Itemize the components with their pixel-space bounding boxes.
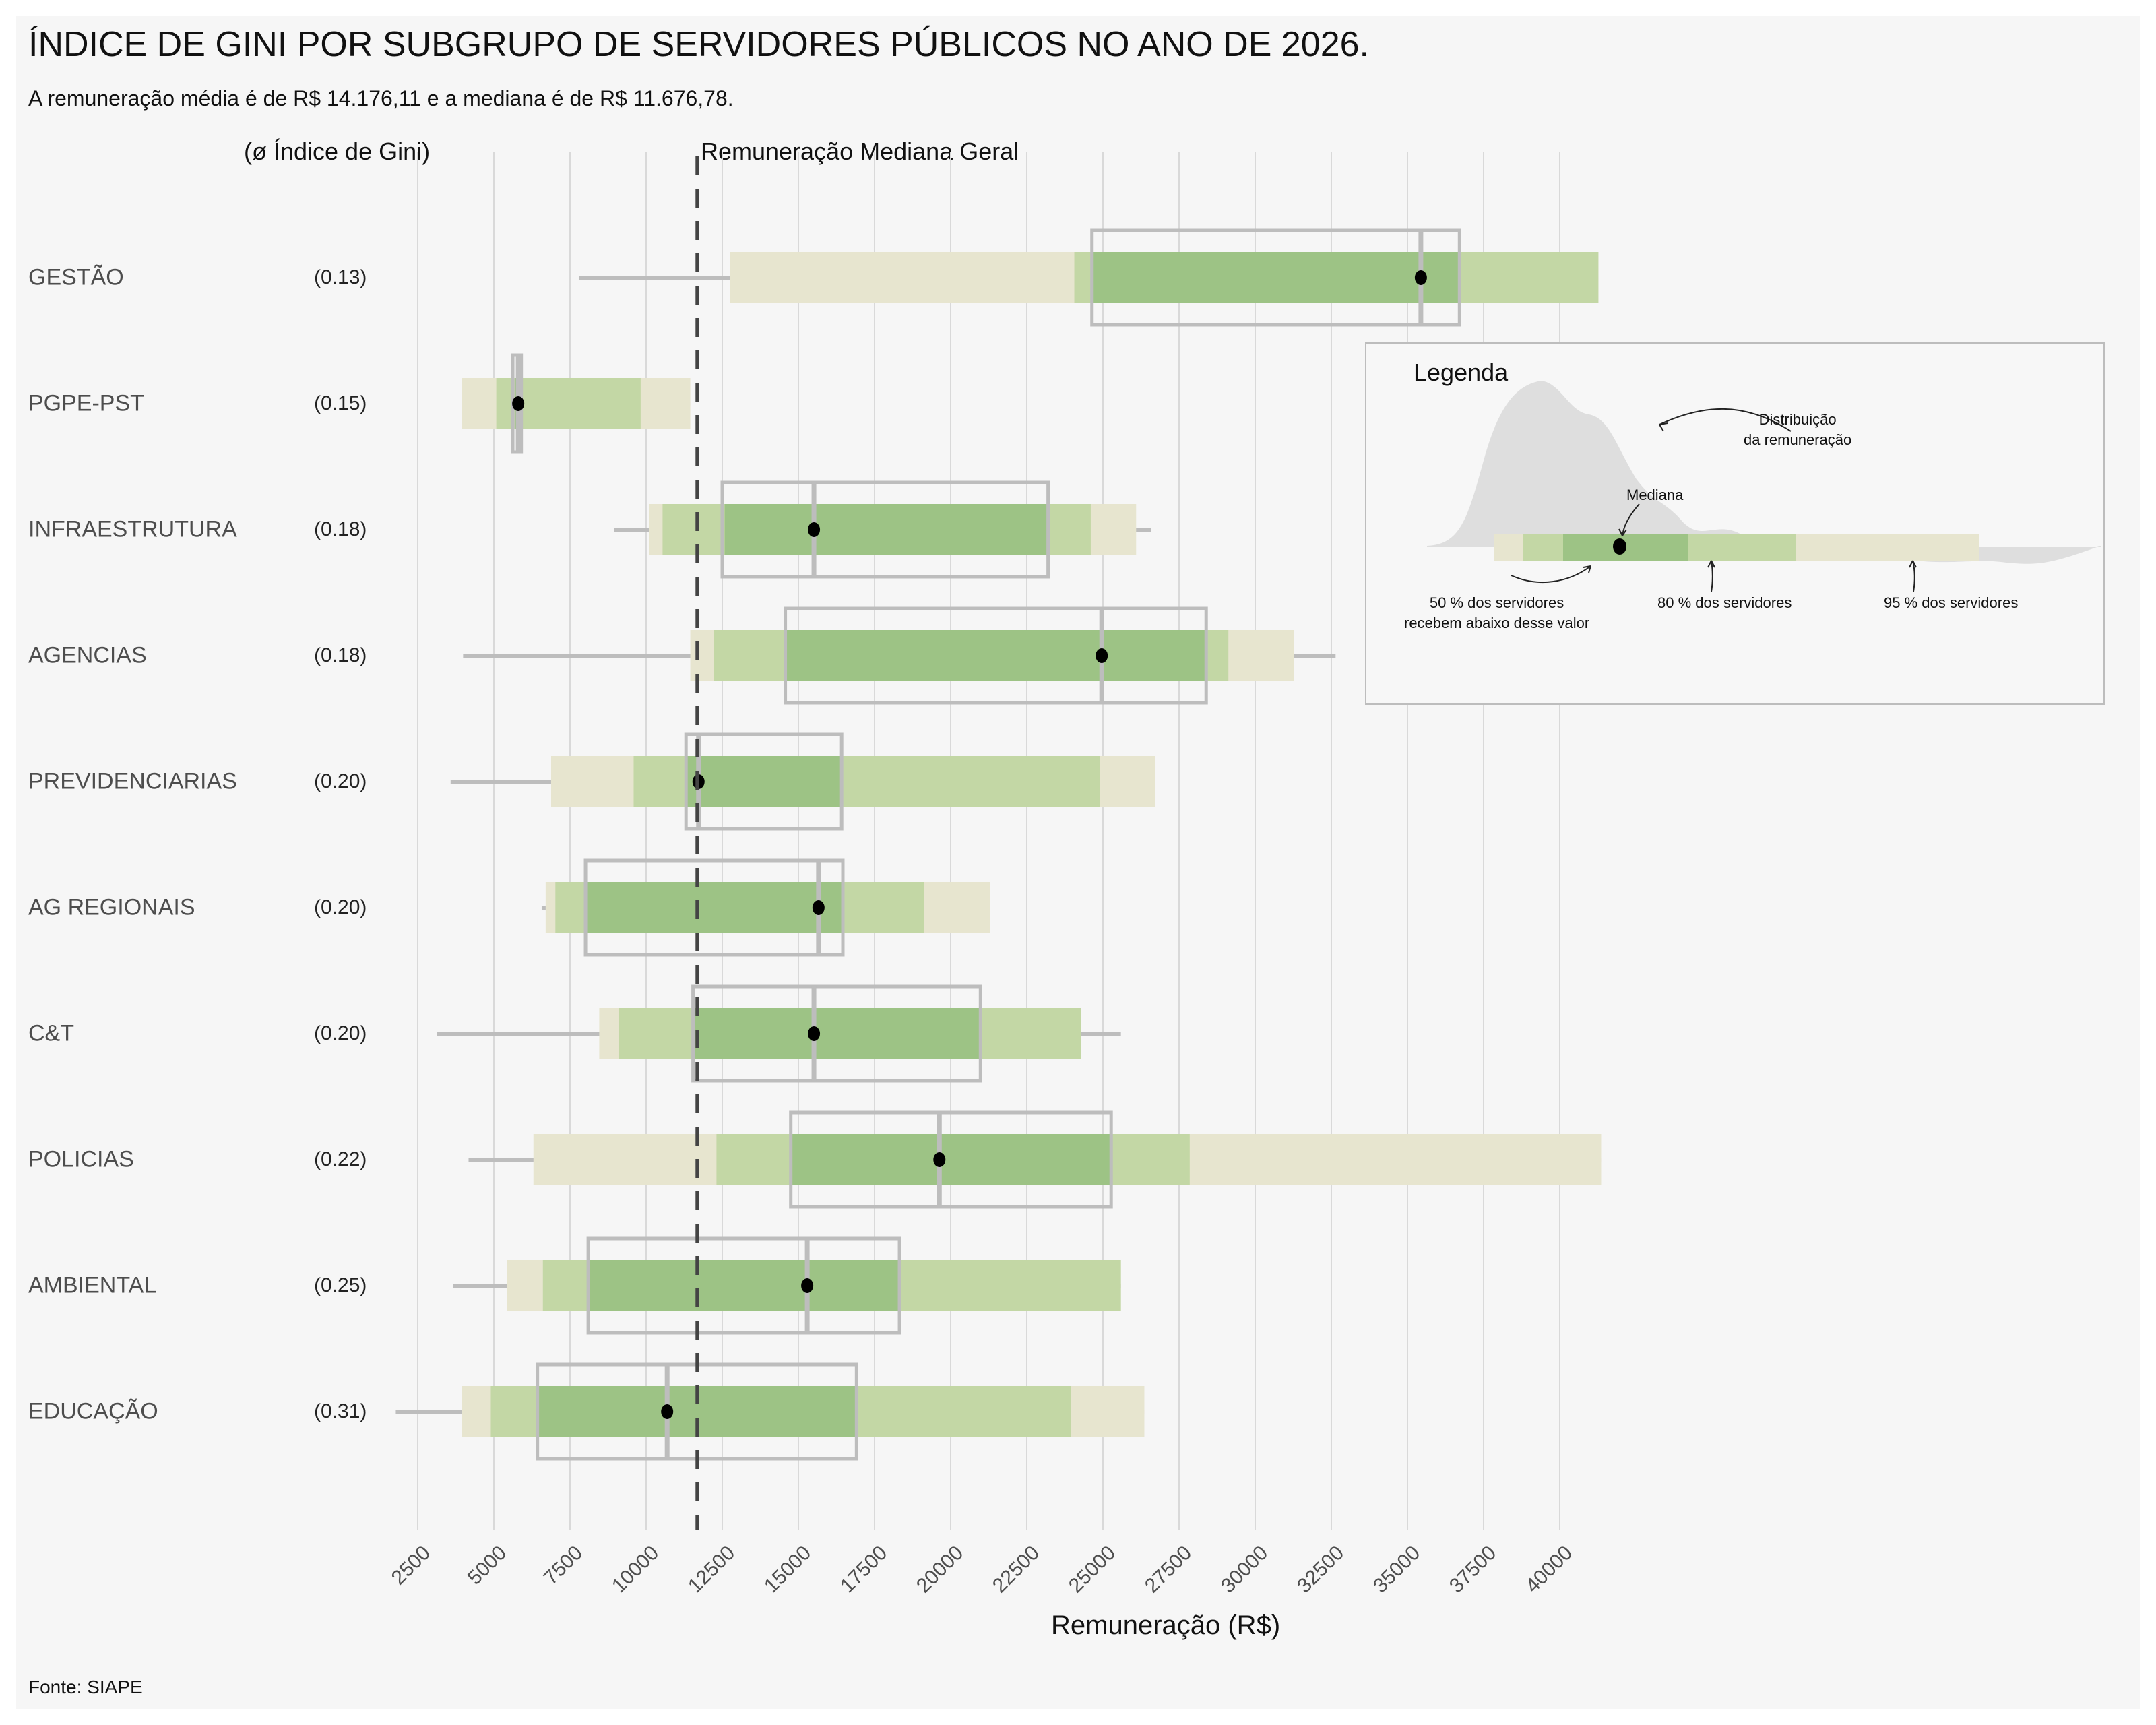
boxplot-box	[586, 1236, 901, 1335]
category-label: POLICIAS	[28, 1146, 134, 1172]
gini-value: (0.22)	[314, 1148, 367, 1170]
gini-value: (0.20)	[314, 896, 367, 918]
median-dot	[808, 1026, 821, 1041]
boxplot-box	[583, 858, 845, 957]
legend-p80-note: 80 % dos servidores	[1657, 594, 1792, 611]
band-50	[693, 1008, 981, 1059]
legend-median-dot	[1613, 538, 1626, 555]
legend-arrow-median	[1622, 503, 1640, 536]
median-dot	[801, 1278, 814, 1293]
band-50	[785, 630, 1207, 681]
legend-p50-note: 50 % dos servidores recebem abaixo desse…	[1404, 593, 1589, 633]
source-note: Fonte: SIAPE	[28, 1676, 143, 1697]
band-50	[585, 882, 843, 933]
band-50	[686, 756, 842, 807]
boxplot-box	[684, 732, 844, 831]
legend-title: Legenda	[1414, 358, 1509, 386]
median-dot	[1096, 648, 1108, 663]
chart-title: ÍNDICE DE GINI POR SUBGRUPO DE SERVIDORE…	[28, 25, 1369, 64]
legend-median-note: Mediana	[1626, 487, 1684, 503]
legend-arrow-distribution	[1659, 408, 1792, 432]
boxplot-box	[720, 480, 1050, 579]
gini-value: (0.18)	[314, 518, 367, 540]
band-50	[790, 1134, 1112, 1185]
category-label: PGPE-PST	[28, 390, 144, 416]
boxplot-box	[784, 606, 1208, 705]
legend-distribution-note: Distribuição da remuneração	[1744, 410, 1851, 450]
legend-distribution-line1: Distribuição	[1758, 411, 1837, 428]
gini-value: (0.20)	[314, 770, 367, 792]
reference-line-label: Remuneração Mediana Geral	[701, 137, 1019, 165]
category-label: PREVIDENCIARIAS	[28, 768, 237, 794]
legend-arrow-p50	[1511, 565, 1591, 583]
legend-box: Legenda Distribuição da remuneração Medi…	[1365, 342, 2105, 705]
x-axis-label: Remuneração (R$)	[1051, 1610, 1281, 1640]
band-50	[588, 1260, 900, 1311]
band-50	[724, 504, 1048, 555]
gini-value: (0.25)	[314, 1274, 367, 1296]
legend-graphic	[1427, 381, 2101, 592]
gini-value: (0.13)	[314, 266, 367, 288]
gini-value: (0.15)	[314, 392, 367, 414]
category-label: GESTÃO	[28, 264, 124, 290]
median-dot	[661, 1404, 674, 1419]
legend-density-shape	[1427, 381, 2101, 564]
chart-subtitle: A remuneração média é de R$ 14.176,11 e …	[28, 86, 734, 111]
median-dot	[812, 900, 825, 915]
median-dot	[808, 522, 821, 537]
band-50	[1091, 252, 1460, 303]
legend-p50-line2: recebem abaixo desse valor	[1404, 615, 1590, 631]
median-dot	[512, 396, 525, 411]
boxplot-box	[1090, 228, 1461, 327]
gini-value: (0.18)	[314, 644, 367, 666]
gini-value: (0.31)	[314, 1400, 367, 1422]
median-dot	[1414, 270, 1427, 285]
gini-column-header: (ø Índice de Gini)	[244, 137, 431, 165]
median-dot	[933, 1152, 946, 1167]
legend-arrow-p80	[1711, 560, 1713, 592]
category-label: INFRAESTRUTURA	[28, 516, 237, 542]
category-label: AG REGIONAIS	[28, 894, 195, 920]
category-label: AGENCIAS	[28, 642, 147, 668]
legend-distribution-line2: da remuneração	[1744, 431, 1852, 448]
category-label: C&T	[28, 1020, 74, 1046]
category-label: AMBIENTAL	[28, 1272, 157, 1298]
gini-value: (0.20)	[314, 1022, 367, 1044]
boxplot-box	[789, 1110, 1113, 1209]
category-label: EDUCAÇÃO	[28, 1398, 158, 1424]
boxplot-box	[691, 984, 982, 1083]
legend-p50-line1: 50 % dos servidores	[1429, 594, 1564, 611]
legend-p95-note: 95 % dos servidores	[1884, 594, 2019, 611]
